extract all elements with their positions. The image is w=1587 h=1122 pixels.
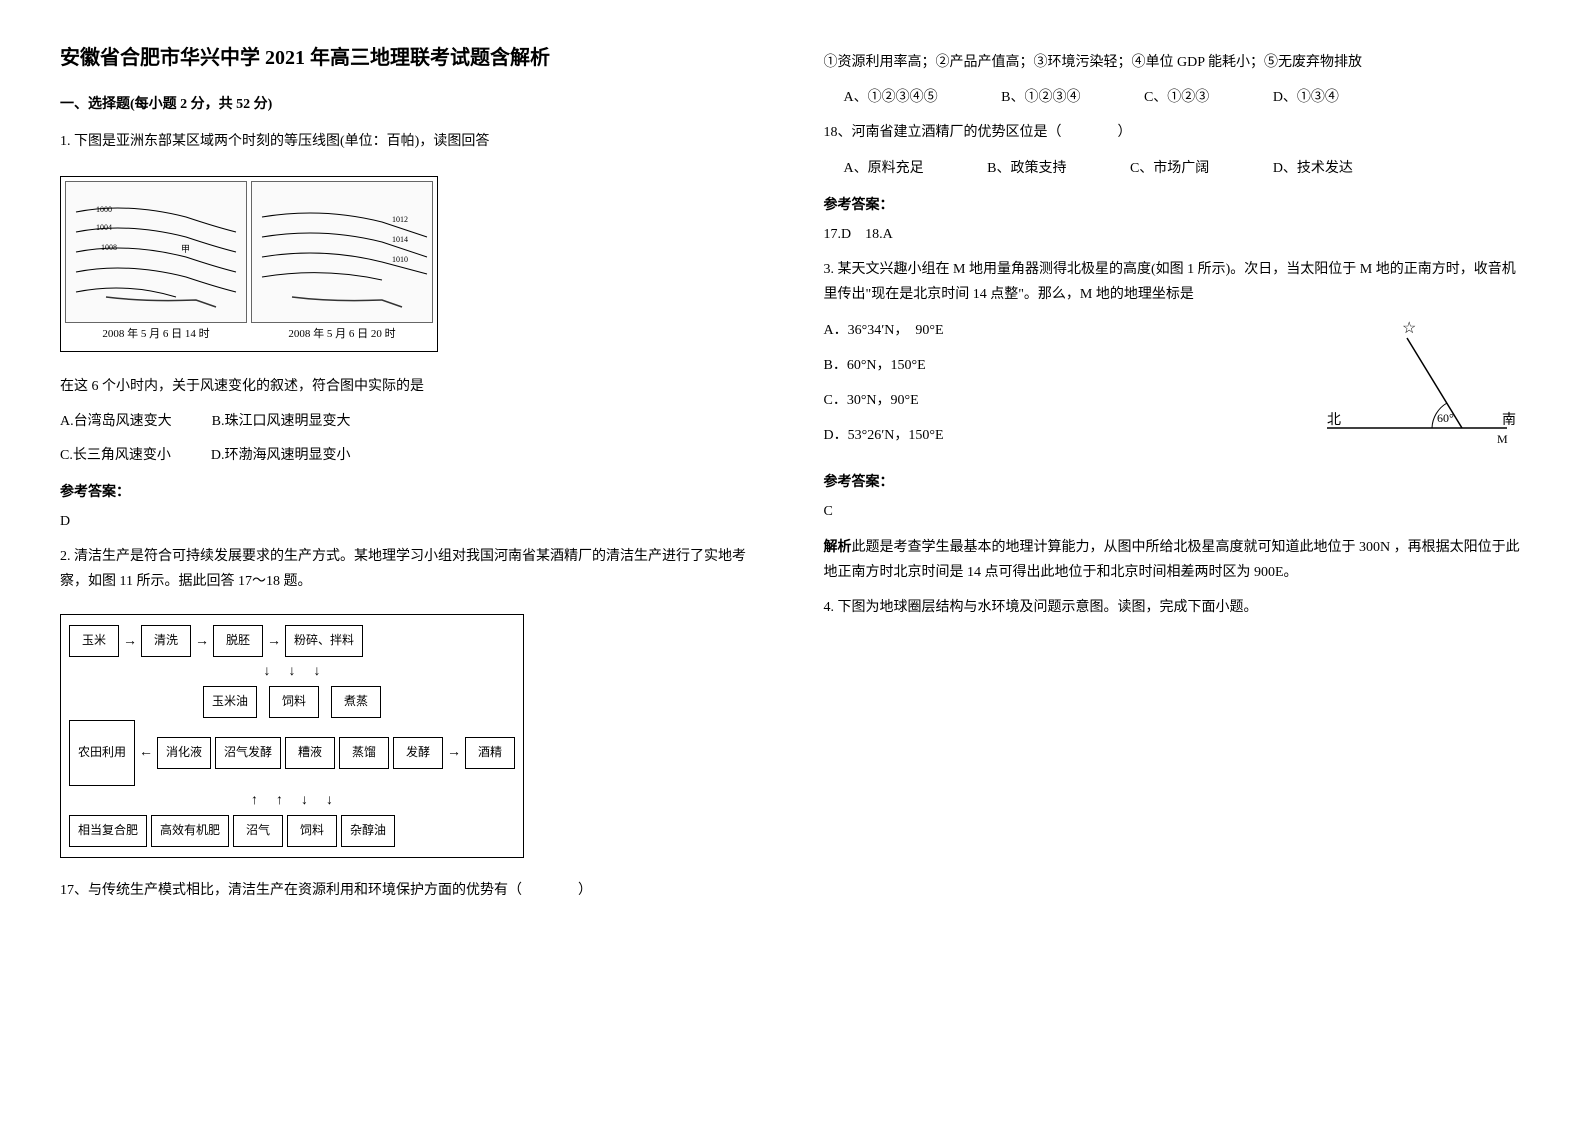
arrow-icon: → — [267, 629, 281, 654]
star-icon: ☆ — [1402, 320, 1416, 337]
arrow-icon: → — [123, 629, 137, 654]
arrow-icon: ↑ — [276, 788, 283, 813]
explanation-label: 解析 — [824, 540, 852, 555]
q1-subtext: 在这 6 个小时内，关于风速变化的叙述，符合图中实际的是 — [60, 374, 764, 399]
figure-caption-2: 2008 年 5 月 6 日 20 时 — [251, 323, 433, 347]
q18-option-c: C、市场广阔 — [1130, 156, 1209, 181]
flow-node: 粉碎、拌料 — [285, 625, 363, 657]
q1-options: A.台湾岛风速变大 B.珠江口风速明显变大 C.长三角风速变小 D.环渤海风速明… — [60, 409, 764, 467]
arrow-icon: ↓ — [264, 659, 271, 684]
svg-text:南: 南 — [1502, 412, 1516, 428]
flow-node: 脱胚 — [213, 625, 263, 657]
flow-node: 清洗 — [141, 625, 191, 657]
q3-answer: C — [824, 499, 1528, 524]
q3-stem: 3. 某天文兴趣小组在 M 地用量角器测得北极星的高度(如图 1 所示)。次日，… — [824, 257, 1528, 307]
q3-explanation: 解析此题是考查学生最基本的地理计算能力，从图中所给北极星高度就可知道此地位于 3… — [824, 535, 1528, 585]
figure-caption-1: 2008 年 5 月 6 日 14 时 — [65, 323, 247, 347]
flow-node: 饲料 — [269, 686, 319, 718]
q1-answer-header: 参考答案： — [60, 480, 764, 505]
q18-option-d: D、技术发达 — [1273, 156, 1353, 181]
svg-text:1008: 1008 — [101, 243, 117, 252]
svg-text:北: 北 — [1327, 412, 1341, 428]
q2-stem: 2. 清洁生产是符合可持续发展要求的生产方式。某地理学习小组对我国河南省某酒精厂… — [60, 544, 764, 594]
flow-node: 沼气发酵 — [215, 737, 281, 769]
arrow-icon: ↓ — [326, 788, 333, 813]
q17-option-a: A、①②③④⑤ — [844, 85, 938, 110]
q1-option-a: A.台湾岛风速变大 — [60, 409, 172, 434]
isobar-map-1: 1000 1004 1008 甲 — [65, 181, 247, 323]
q3-diagram: ☆ 60° 北 南 M — [1307, 318, 1527, 448]
q2-answer-header: 参考答案： — [824, 193, 1528, 218]
arrow-icon: ↓ — [289, 659, 296, 684]
flow-node: 沼气 — [233, 815, 283, 847]
arrow-icon: ↓ — [301, 788, 308, 813]
left-column: 安徽省合肥市华兴中学 2021 年高三地理联考试题含解析 一、选择题(每小题 2… — [60, 40, 764, 913]
q17-option-c: C、①②③ — [1144, 85, 1209, 110]
flow-node: 发酵 — [393, 737, 443, 769]
q18-stem: 18、河南省建立酒精厂的优势区位是（ ） — [824, 120, 1528, 145]
flow-node: 高效有机肥 — [151, 815, 229, 847]
q1-option-d: D.环渤海风速明显变小 — [211, 443, 351, 468]
arrow-icon: → — [195, 629, 209, 654]
arrow-icon: ↓ — [314, 659, 321, 684]
svg-text:1004: 1004 — [96, 223, 112, 232]
q17-options: A、①②③④⑤ B、①②③④ C、①②③ D、①③④ — [824, 85, 1528, 110]
q18-option-a: A、原料充足 — [844, 156, 924, 181]
q2-answer: 17.D 18.A — [824, 222, 1528, 247]
flow-node: 玉米油 — [203, 686, 257, 718]
flow-node: 煮蒸 — [331, 686, 381, 718]
exam-title: 安徽省合肥市华兴中学 2021 年高三地理联考试题含解析 — [60, 40, 764, 76]
section-1-header: 一、选择题(每小题 2 分，共 52 分) — [60, 92, 764, 117]
q17-desc: ①资源利用率高；②产品产值高；③环境污染轻；④单位 GDP 能耗小；⑤无废弃物排… — [824, 50, 1528, 75]
right-column: ①资源利用率高；②产品产值高；③环境污染轻；④单位 GDP 能耗小；⑤无废弃物排… — [824, 40, 1528, 913]
svg-text:60°: 60° — [1437, 411, 1454, 425]
flow-node: 消化液 — [157, 737, 211, 769]
svg-text:1010: 1010 — [392, 255, 408, 264]
q1-stem: 1. 下图是亚洲东部某区域两个时刻的等压线图(单位：百帕)，读图回答 — [60, 129, 764, 154]
q1-option-c: C.长三角风速变小 — [60, 443, 171, 468]
svg-text:M: M — [1497, 432, 1508, 446]
q1-figure: 1000 1004 1008 甲 2008 年 5 月 6 日 14 时 — [60, 176, 438, 352]
flow-node: 杂醇油 — [341, 815, 395, 847]
flow-node: 蒸馏 — [339, 737, 389, 769]
flow-node: 玉米 — [69, 625, 119, 657]
isobar-map-2: 1012 1014 1010 — [251, 181, 433, 323]
arrow-icon: → — [447, 740, 461, 765]
svg-text:1012: 1012 — [392, 215, 408, 224]
arrow-icon: ← — [139, 740, 153, 765]
svg-text:1000: 1000 — [96, 205, 112, 214]
explanation-text: 此题是考查学生最基本的地理计算能力，从图中所给北极星高度就可知道此地位于 300… — [824, 540, 1520, 580]
svg-text:甲: 甲 — [181, 244, 190, 254]
flow-node: 糟液 — [285, 737, 335, 769]
q17-option-d: D、①③④ — [1273, 85, 1339, 110]
q4-stem: 4. 下图为地球圈层结构与水环境及问题示意图。读图，完成下面小题。 — [824, 595, 1528, 620]
q1-option-b: B.珠江口风速明显变大 — [212, 409, 351, 434]
svg-text:1014: 1014 — [392, 235, 408, 244]
q1-answer: D — [60, 509, 764, 534]
q17-stem: 17、与传统生产模式相比，清洁生产在资源利用和环境保护方面的优势有（ ） — [60, 878, 764, 903]
q18-option-b: B、政策支持 — [987, 156, 1066, 181]
flow-node: 饲料 — [287, 815, 337, 847]
q2-flowchart: 玉米 → 清洗 → 脱胚 → 粉碎、拌料 ↓ ↓ ↓ 玉米油 饲料 煮蒸 农田利… — [60, 614, 524, 857]
q3-answer-header: 参考答案： — [824, 470, 1528, 495]
arrow-icon: ↑ — [251, 788, 258, 813]
flow-node: 酒精 — [465, 737, 515, 769]
flow-node: 相当复合肥 — [69, 815, 147, 847]
q18-options: A、原料充足 B、政策支持 C、市场广阔 D、技术发达 — [824, 156, 1528, 181]
flow-node: 农田利用 — [69, 720, 135, 786]
q17-option-b: B、①②③④ — [1001, 85, 1080, 110]
